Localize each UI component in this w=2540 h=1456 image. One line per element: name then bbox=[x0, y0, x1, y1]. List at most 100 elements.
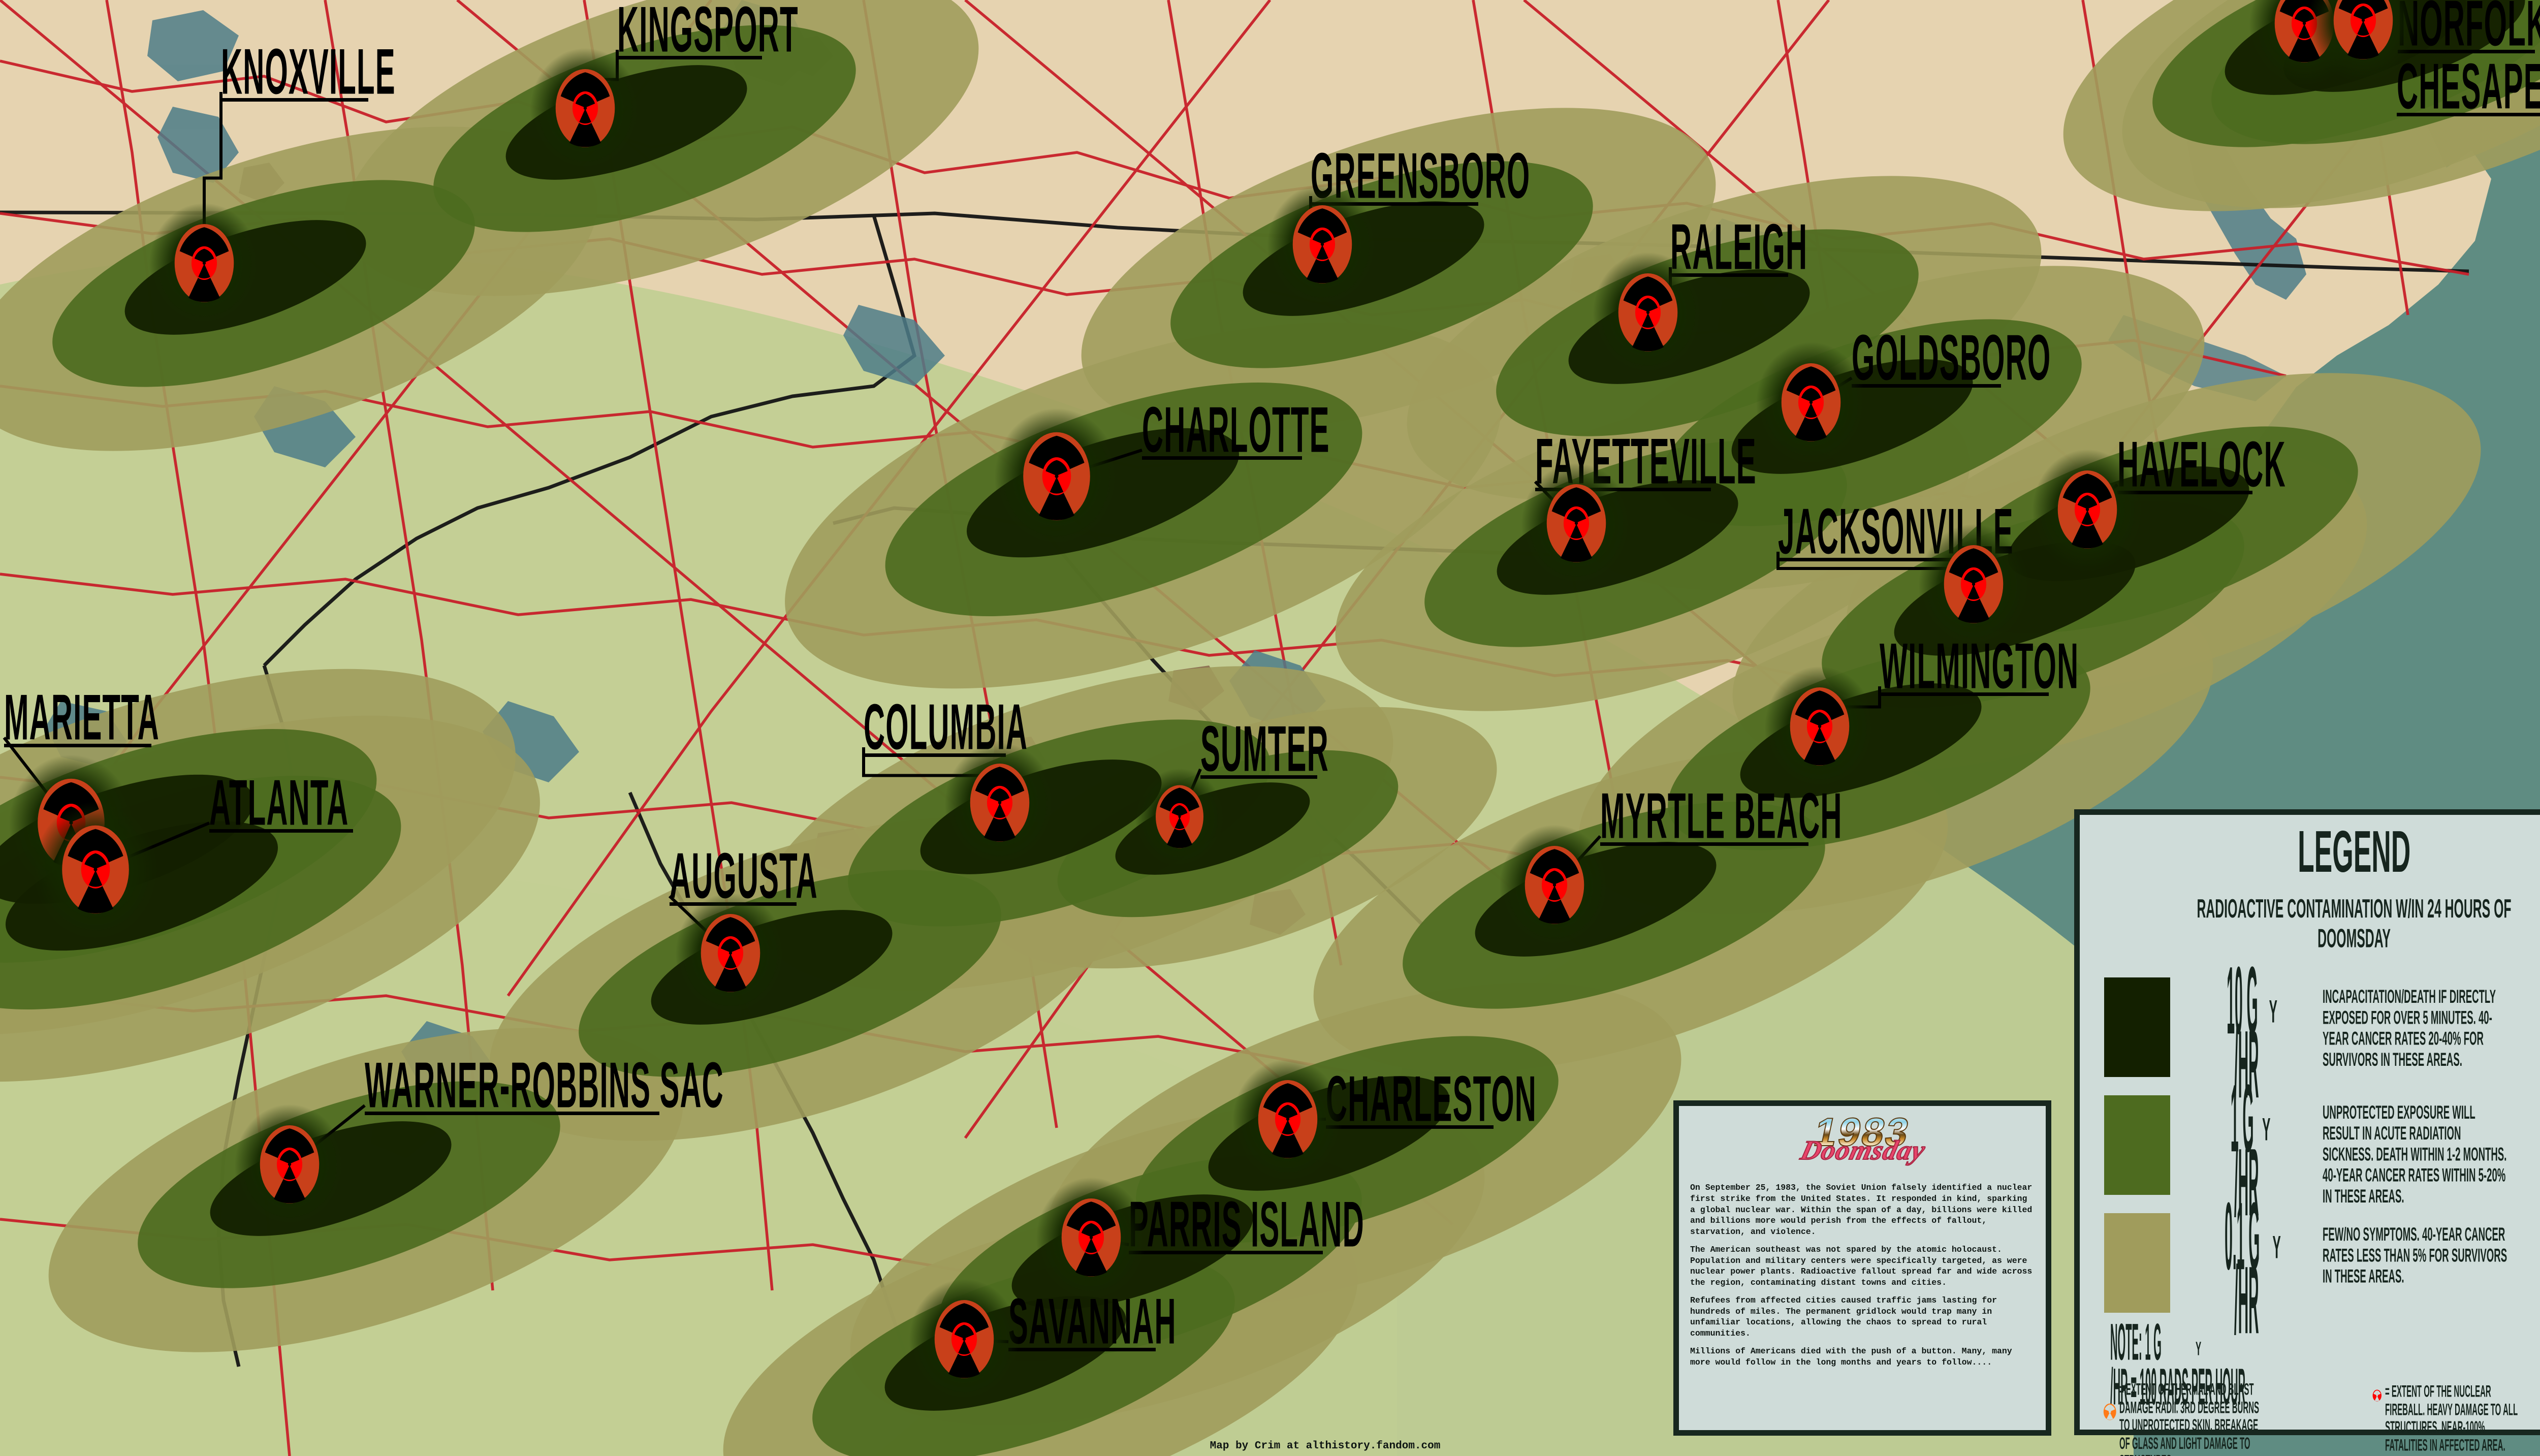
legend-value-0-1gy: 0.1 G Y/HR bbox=[2225, 1182, 2281, 1354]
fireball-icon-knoxville bbox=[190, 245, 217, 283]
city-label-text-sumter: SUMTER bbox=[1200, 713, 1329, 785]
logo-word: Doomsday bbox=[1797, 1134, 1929, 1166]
legend-title: LEGEND bbox=[2297, 819, 2411, 885]
legend-desc-10gy: INCAPACITATION/DEATH IF DIRECTLY EXPOSED… bbox=[2323, 986, 2496, 1070]
fireball-icon-wilmington bbox=[1806, 709, 1833, 746]
legend-row-10gy: 10 G Y/HR INCAPACITATION/DEATH IF DIRECTL… bbox=[2095, 953, 2540, 1113]
city-label-knoxville: KNOXVILLE bbox=[221, 40, 533, 104]
fireball-icon-charlotte bbox=[1041, 456, 1072, 498]
legend-desc-1gy: UNPROTECTED EXPOSURE WILL RESULT IN ACUT… bbox=[2323, 1102, 2507, 1207]
city-label-text-marietta: MARIETTA bbox=[4, 682, 160, 754]
city-label-underline-wilmington bbox=[1880, 692, 2049, 696]
nuclear-target-marker-goldsboro[interactable] bbox=[1756, 342, 1866, 465]
fireball-icon-kingsport bbox=[572, 90, 598, 128]
city-label-underline-marietta bbox=[4, 743, 151, 747]
nuclear-target-marker-sumter[interactable] bbox=[1135, 768, 1224, 868]
map-credit: Map by Crim at althistory.fandom.com bbox=[1210, 1440, 1441, 1452]
city-label-text-warner-robbins-sac: WARNER-ROBBINS SAC bbox=[365, 1050, 724, 1122]
nuclear-target-marker-columbia[interactable] bbox=[944, 742, 1055, 865]
nuclear-target-marker-savannah[interactable] bbox=[909, 1279, 1020, 1402]
nuclear-target-marker-fayetteville[interactable] bbox=[1521, 463, 1632, 586]
fireball-icon-savannah bbox=[950, 1321, 977, 1359]
fireball-icon-raleigh bbox=[1634, 295, 1661, 332]
fireball-icon-jacksonville bbox=[1960, 566, 1987, 604]
narrative-panel: 1983 Doomsday On September 25, 1983, the… bbox=[1673, 1100, 2051, 1436]
city-label-atlanta: ATLANTA bbox=[209, 771, 458, 835]
fireball-radiation-icon bbox=[1960, 567, 1987, 601]
nuclear-target-marker-jacksonville[interactable] bbox=[1918, 524, 2029, 647]
nuclear-target-marker-chesapeake[interactable] bbox=[2308, 0, 2419, 83]
fireball-radiation-icon bbox=[1169, 803, 1190, 831]
nuclear-target-marker-raleigh[interactable] bbox=[1593, 252, 1703, 375]
legend-fireball-note: = EXTENT OF THE NUCLEAR FIREBALL. HEAVY … bbox=[2372, 1374, 2540, 1456]
blast-radius-icon-columbia bbox=[968, 762, 1031, 846]
fireball-icon-columbia bbox=[986, 785, 1013, 822]
city-label-text-myrtle-beach: MYRTLE BEACH bbox=[1600, 780, 1843, 852]
city-label-text-norfolk: NORFOLK bbox=[2398, 0, 2540, 60]
legend-panel: LEGEND RADIOACTIVE CONTAMINATION W/IN 24… bbox=[2074, 809, 2540, 1456]
city-label-text-wilmington: WILMINGTON bbox=[1880, 630, 2079, 703]
fireball-icon-charleston bbox=[1274, 1101, 1301, 1139]
city-label-underline-chesapeake bbox=[2397, 112, 2540, 116]
city-label-wilmington: WILMINGTON bbox=[1880, 635, 2236, 699]
city-label-text-atlanta: ATLANTA bbox=[209, 767, 349, 839]
city-label-sumter: SUMTER bbox=[1200, 717, 1430, 781]
city-label-kingsport: KINGSPORT bbox=[617, 0, 941, 62]
city-label-text-goldsboro: GOLDSBORO bbox=[1852, 322, 2051, 394]
nuclear-target-marker-augusta[interactable] bbox=[675, 893, 786, 1016]
legend-swatch-10gy bbox=[2104, 977, 2170, 1077]
nuclear-target-marker-wilmington[interactable] bbox=[1764, 666, 1875, 789]
city-label-myrtle-beach: MYRTLE BEACH bbox=[1600, 784, 2033, 848]
legend-fireball-text: = EXTENT OF THE NUCLEAR FIREBALL. HEAVY … bbox=[2385, 1382, 2518, 1454]
city-label-goldsboro: GOLDSBORO bbox=[1852, 326, 2208, 390]
fireball-icon-parris-island bbox=[1077, 1220, 1104, 1257]
city-label-text-knoxville: KNOXVILLE bbox=[221, 36, 396, 108]
fireball-radiation-icon bbox=[1042, 457, 1071, 495]
fireball-icon-atlanta bbox=[80, 849, 111, 892]
fireball-radiation-icon bbox=[1798, 385, 1824, 419]
doomsday-logo: 1983 Doomsday bbox=[1679, 1106, 2046, 1182]
city-label-underline-charlotte bbox=[1142, 456, 1302, 460]
nuclear-target-marker-charlotte[interactable] bbox=[994, 408, 1119, 547]
blast-radiation-icon bbox=[2103, 1403, 2116, 1420]
fireball-icon-goldsboro bbox=[1797, 385, 1824, 422]
nuclear-target-marker-knoxville[interactable] bbox=[149, 203, 260, 326]
city-label-underline-havelock bbox=[2117, 490, 2252, 494]
fireball-radiation-icon bbox=[717, 936, 744, 970]
city-label-underline-columbia bbox=[864, 753, 1006, 757]
city-label-text-parris-island: PARRIS ISLAND bbox=[1129, 1189, 1364, 1261]
city-label-text-chesapeake: CHESAPEAKE bbox=[2397, 51, 2540, 123]
nuclear-target-marker-warner-robbins-sac[interactable] bbox=[234, 1104, 345, 1227]
fireball-radiation-icon bbox=[1806, 709, 1833, 743]
legend-row-1gy: 1 G Y/HR UNPROTECTED EXPOSURE WILL RESULT… bbox=[2095, 1070, 2540, 1230]
city-label-greensboro: GREENSBORO bbox=[1311, 144, 1703, 208]
nuclear-target-marker-atlanta[interactable] bbox=[33, 801, 158, 940]
city-label-text-savannah: SAVANNAH bbox=[1008, 1286, 1177, 1358]
nuclear-target-marker-greensboro[interactable] bbox=[1267, 184, 1378, 307]
city-label-charlotte: CHARLOTTE bbox=[1142, 398, 1477, 462]
narrative-paragraph-4: Millions of Americans died with the push… bbox=[1690, 1346, 2012, 1367]
fireball-icon-havelock bbox=[2074, 492, 2101, 529]
fireball-radiation-icon bbox=[2074, 492, 2101, 526]
city-label-underline-jacksonville bbox=[1778, 557, 1967, 561]
legend-desc-0-1gy: FEW/NO SYMPTOMS. 40-YEAR CANCER RATES LE… bbox=[2323, 1224, 2507, 1287]
city-label-text-charleston: CHARLESTON bbox=[1326, 1063, 1537, 1135]
nuclear-target-marker-parris-island[interactable] bbox=[1036, 1177, 1147, 1300]
city-label-marietta: MARIETTA bbox=[4, 686, 281, 750]
nuclear-target-marker-kingsport[interactable] bbox=[530, 48, 641, 171]
nuclear-target-marker-havelock[interactable] bbox=[2032, 449, 2143, 572]
city-label-underline-charleston bbox=[1326, 1125, 1494, 1129]
city-label-raleigh: RALEIGH bbox=[1670, 215, 1916, 279]
fireball-radiation-icon bbox=[81, 850, 110, 889]
fireball-radiation-icon bbox=[2372, 1389, 2382, 1402]
legend-subtitle: RADIOACTIVE CONTAMINATION W/IN 24 HOURS … bbox=[2197, 894, 2512, 954]
city-label-underline-greensboro bbox=[1311, 202, 1478, 206]
city-label-text-havelock: HAVELOCK bbox=[2117, 429, 2286, 501]
city-label-charleston: CHARLESTON bbox=[1326, 1067, 1702, 1131]
city-label-chesapeake: CHESAPEAKE bbox=[2397, 55, 2540, 119]
city-label-underline-norfolk bbox=[2398, 49, 2535, 53]
legend-blast-note: = EXTENT OF THERMAL AND BLAST DAMAGE RAD… bbox=[2103, 1374, 2367, 1456]
nuclear-target-marker-charleston[interactable] bbox=[1232, 1059, 1343, 1182]
nuclear-target-marker-myrtle-beach[interactable] bbox=[1499, 825, 1610, 947]
